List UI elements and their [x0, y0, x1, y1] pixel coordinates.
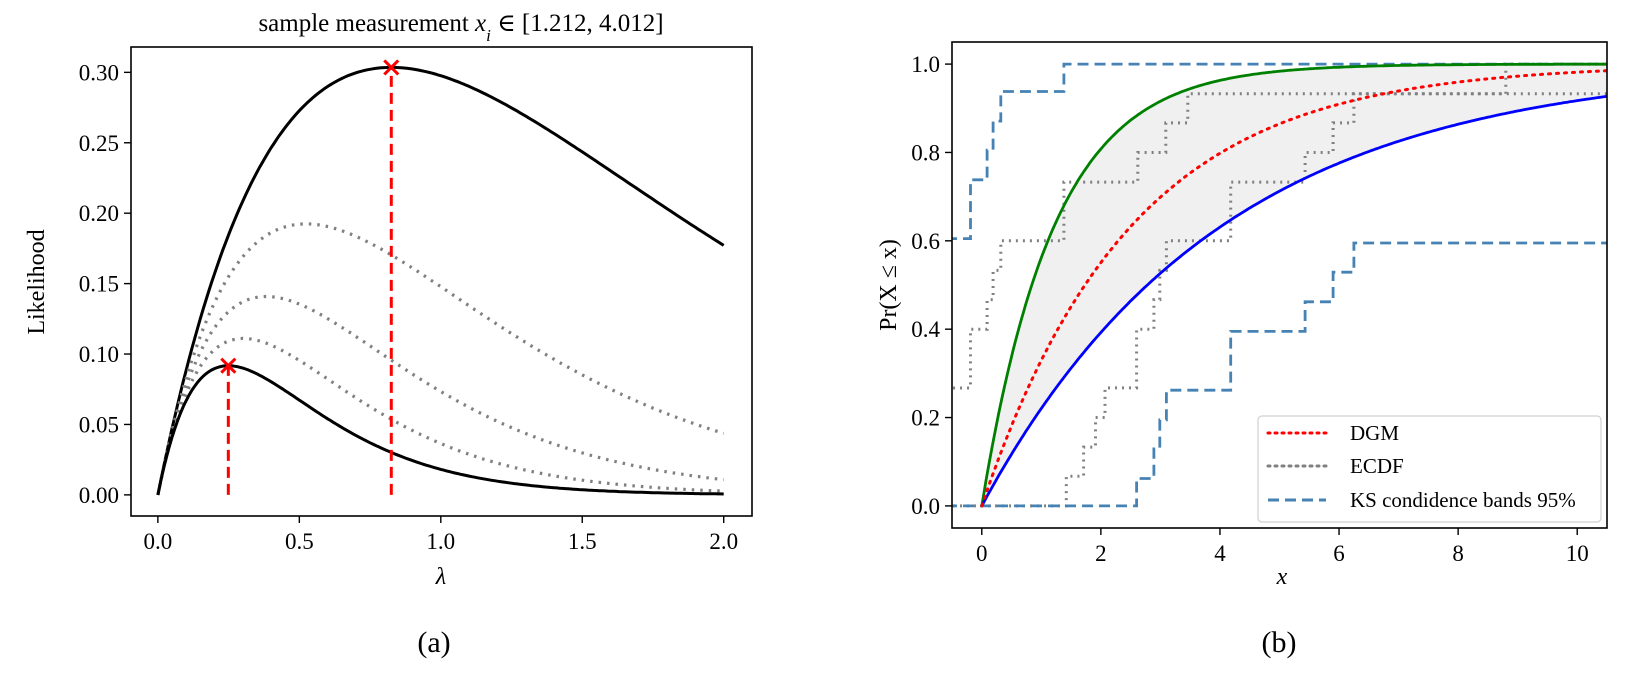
ks-band-upper — [952, 62, 1607, 241]
cdf-chart: 0 2 4 6 8 10 0.0 0.2 0.4 0.6 0.8 1.0 x Pr(X ≤ x) (b… — [876, 41, 1608, 659]
x-tick-label: 0.5 — [285, 529, 314, 554]
maximum-marker — [383, 59, 400, 76]
plot-content-b — [952, 62, 1607, 508]
maximum-marker — [220, 357, 237, 374]
shaded-region — [981, 64, 1607, 506]
y-axis-label-a: Likelihood — [24, 229, 50, 334]
y-tick-label: 0.00 — [79, 483, 119, 508]
y-tick-label: 0.0 — [911, 494, 940, 519]
y-tick-label: 1.0 — [911, 52, 940, 77]
legend-box — [1257, 415, 1602, 523]
y-tick-label: 0.20 — [79, 201, 119, 226]
x-axis-label-b: x — [1276, 564, 1288, 590]
x-axis-label-a: λ — [435, 564, 446, 590]
x-tick-label: 0 — [976, 541, 988, 566]
green-cdf-curve — [980, 62, 1607, 507]
legend-dgm-label: DGM — [1350, 421, 1399, 445]
y-tick-label: 0.4 — [911, 317, 940, 342]
x-tick-label: 2.0 — [709, 529, 738, 554]
ticks-b: 0 2 4 6 8 10 0.0 0.2 0.4 0.6 0.8 1.0 — [911, 52, 1588, 566]
likelihood-curve-dotted — [156, 222, 725, 496]
caption-b: (b) — [1262, 626, 1297, 659]
axes-frame-b — [951, 41, 1608, 529]
plot-area-a — [156, 59, 725, 496]
legend-ks-label: KS condidence bands 95% — [1350, 488, 1576, 512]
x-tick-label: 8 — [1452, 541, 1464, 566]
caption-a: (a) — [417, 626, 450, 659]
x-tick-label: 2 — [1095, 541, 1107, 566]
y-tick-label: 0.25 — [79, 131, 119, 156]
likelihood-curve — [156, 65, 725, 496]
likelihood-curve-dotted — [156, 336, 724, 496]
legend-ecdf-label: ECDF — [1350, 454, 1404, 478]
y-tick-label: 0.6 — [911, 229, 940, 254]
x-tick-label: 4 — [1214, 541, 1226, 566]
y-tick-label: 0.05 — [79, 412, 119, 437]
title-range: ∈ [1.212, 4.012] — [491, 10, 664, 37]
title-subscript: i — [486, 26, 491, 45]
y-tick-label: 0.15 — [79, 272, 119, 297]
chart-title: sample measurement xi ∈ [1.212, 4.012] — [258, 10, 663, 45]
ecdf-curve — [952, 92, 1607, 508]
x-tick-label: 10 — [1566, 541, 1589, 566]
ticks-a: 0.0 0.5 1.0 1.5 2.0 0.00 0.05 0.10 0.15 0.20 0.25 0… — [79, 60, 738, 554]
blue-cdf-curve — [980, 94, 1607, 507]
x-tick-label: 1.5 — [568, 529, 597, 554]
ecdf-curve — [952, 62, 1607, 390]
y-tick-label: 0.2 — [911, 406, 940, 431]
likelihood-curve — [156, 364, 724, 496]
title-variable: x — [474, 10, 486, 37]
x-tick-label: 1.0 — [426, 529, 455, 554]
y-tick-label: 0.8 — [911, 140, 940, 165]
x-tick-label: 0.0 — [144, 529, 173, 554]
y-axis-label-b: Pr(X ≤ x) — [876, 239, 902, 331]
dgm-curve — [980, 69, 1607, 508]
likelihood-curve-dotted — [156, 294, 724, 496]
y-tick-label: 0.30 — [79, 60, 119, 85]
y-tick-label: 0.10 — [79, 342, 119, 367]
x-tick-label: 6 — [1333, 541, 1345, 566]
likelihood-chart: sample measurement xi ∈ [1.212, 4.012] 0… — [24, 10, 753, 659]
legend: DGM ECDF KS condidence bands 95% — [1257, 415, 1602, 523]
plot-area-b — [952, 62, 1607, 508]
axes-frame-a — [130, 46, 753, 517]
title-prefix: sample measurement — [258, 10, 475, 37]
